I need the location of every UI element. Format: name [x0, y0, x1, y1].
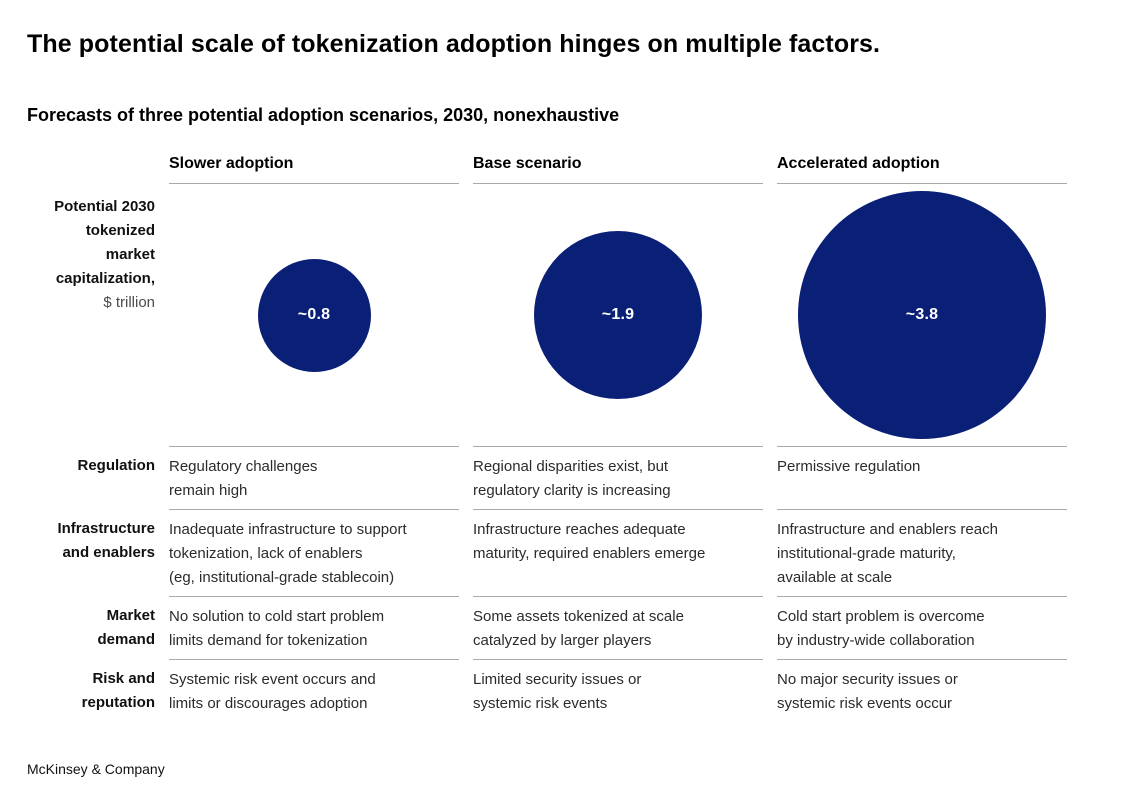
- factor-label-regulation: Regulation: [77, 457, 156, 475]
- factor-cell-market-demand-slower: No solution to cold start problem limits…: [169, 596, 459, 659]
- scenario-bubble-base-scenario: ~1.9: [534, 231, 702, 400]
- bubble-cell-accelerated-adoption: ~3.8: [777, 184, 1067, 446]
- factor-cell-risk-reputation-base: Limited security issues or systemic risk…: [473, 659, 763, 722]
- factor-cell-risk-reputation-slower: Systemic risk event occurs and limits or…: [169, 659, 459, 722]
- factor-cell-market-demand-accelerated: Cold start problem is overcome by indust…: [777, 596, 1067, 659]
- column-header-accelerated-adoption: Accelerated adoption: [777, 155, 1067, 185]
- bubble-value-slower-adoption: ~0.8: [297, 306, 331, 324]
- brand-footer: McKinsey & Company: [27, 761, 165, 777]
- factor-cell-risk-reputation-accelerated: No major security issues or systemic ris…: [777, 659, 1067, 722]
- factor-label-market-demand: Market demand: [97, 607, 155, 649]
- bubble-value-accelerated-adoption: ~3.8: [905, 306, 939, 324]
- column-header-slower-adoption: Slower adoption: [169, 155, 459, 185]
- header-spacer: [27, 155, 155, 184]
- factor-cell-regulation-slower: Regulatory challenges remain high: [169, 446, 459, 509]
- factor-label-infrastructure: Infrastructure and enablers: [57, 520, 155, 562]
- column-header-base-scenario: Base scenario: [473, 155, 763, 185]
- factor-cell-regulation-base: Regional disparities exist, but regulato…: [473, 446, 763, 509]
- metric-unit: $ trillion: [103, 294, 155, 312]
- metric-label: Potential 2030 tokenized market capitali…: [27, 184, 155, 446]
- factor-cell-infrastructure-accelerated: Infrastructure and enablers reach instit…: [777, 509, 1067, 596]
- scenario-bubble-accelerated-adoption: ~3.8: [798, 191, 1046, 440]
- factor-cell-market-demand-base: Some assets tokenized at scale catalyzed…: [473, 596, 763, 659]
- page-subtitle: Forecasts of three potential adoption sc…: [27, 104, 620, 125]
- bubble-cell-base-scenario: ~1.9: [473, 184, 763, 446]
- factor-cell-regulation-accelerated: Permissive regulation: [777, 446, 1067, 509]
- factor-cell-infrastructure-base: Infrastructure reaches adequate maturity…: [473, 509, 763, 596]
- factor-cell-infrastructure-slower: Inadequate infrastructure to support tok…: [169, 509, 459, 596]
- metric-label-text: Potential 2030 tokenized market capitali…: [54, 198, 155, 288]
- factor-label-risk-reputation: Risk and reputation: [81, 670, 155, 712]
- bubble-cell-slower-adoption: ~0.8: [169, 184, 459, 446]
- scenario-bubble-slower-adoption: ~0.8: [257, 258, 371, 372]
- scenario-table: Slower adoption Base scenario Accelerate…: [27, 155, 1106, 722]
- page-title: The potential scale of tokenization adop…: [27, 30, 881, 58]
- bubble-value-base-scenario: ~1.9: [601, 306, 635, 324]
